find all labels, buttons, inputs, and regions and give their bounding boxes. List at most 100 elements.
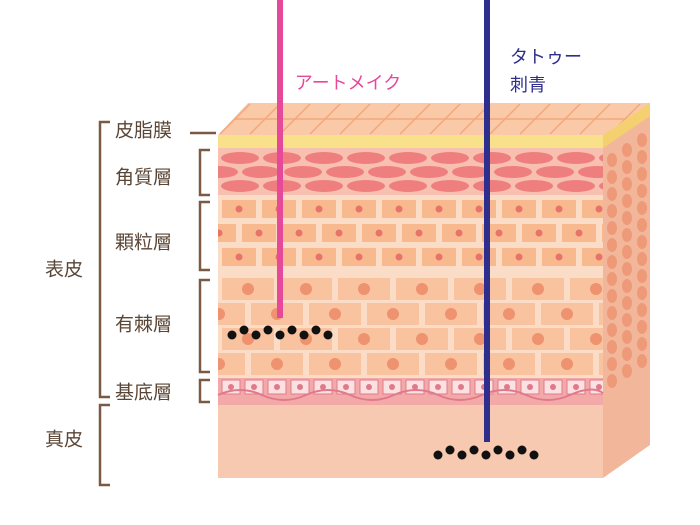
spinous-cell bbox=[599, 353, 603, 375]
pigment-dot bbox=[311, 325, 321, 335]
block bbox=[179, 103, 700, 478]
nucleus bbox=[300, 283, 312, 295]
nucleus bbox=[295, 229, 303, 237]
tattoo-label: タトゥー bbox=[510, 47, 582, 68]
corneum-cell bbox=[389, 180, 427, 192]
corneum-cell bbox=[179, 180, 217, 192]
nucleus bbox=[329, 308, 341, 320]
basal-membrane bbox=[217, 388, 604, 401]
side-cell bbox=[637, 269, 647, 283]
spinous-cell bbox=[218, 303, 245, 325]
nucleus bbox=[335, 229, 343, 237]
nucleus bbox=[677, 308, 689, 320]
side-cell bbox=[607, 255, 617, 269]
nucleus bbox=[573, 384, 579, 390]
granular-cells bbox=[218, 200, 663, 266]
nucleus bbox=[235, 253, 243, 261]
nucleus bbox=[527, 384, 533, 390]
nucleus bbox=[595, 253, 603, 261]
corneum-cell bbox=[473, 152, 511, 164]
corneum-cell bbox=[599, 154, 603, 162]
corneum-cell bbox=[305, 180, 343, 192]
nucleus bbox=[515, 253, 523, 261]
nucleus bbox=[503, 358, 515, 370]
side-cell bbox=[607, 374, 617, 388]
nucleus bbox=[387, 358, 399, 370]
corneum-cell bbox=[536, 166, 574, 178]
nucleus bbox=[656, 230, 663, 237]
brackets bbox=[98, 120, 216, 487]
corneum-cell bbox=[221, 180, 259, 192]
nucleus bbox=[355, 253, 363, 261]
nucleus bbox=[184, 283, 196, 295]
corneum-cell bbox=[431, 152, 469, 164]
pigment-dot bbox=[287, 325, 297, 335]
nucleus bbox=[271, 358, 283, 370]
corneum-cell bbox=[578, 166, 603, 178]
side-cell bbox=[637, 167, 647, 181]
side-cell bbox=[607, 306, 617, 320]
side-cell bbox=[622, 211, 632, 225]
nucleus bbox=[218, 308, 225, 320]
side-cell bbox=[637, 252, 647, 266]
side-cell bbox=[622, 262, 632, 276]
layer-label: 有棘層 bbox=[115, 314, 172, 336]
nucleus bbox=[255, 229, 263, 237]
side-cell bbox=[637, 354, 647, 368]
corneum-cell bbox=[410, 166, 448, 178]
corneum-cell bbox=[515, 180, 553, 192]
nucleus bbox=[435, 253, 443, 261]
nucleus bbox=[355, 205, 363, 213]
corneum-cell bbox=[515, 152, 553, 164]
nucleus bbox=[435, 384, 441, 390]
pigment-dot bbox=[433, 450, 443, 460]
nucleus bbox=[228, 384, 234, 390]
pigment-dot bbox=[481, 450, 491, 460]
group-label: 真皮 bbox=[45, 429, 83, 451]
granular-cell bbox=[218, 224, 236, 242]
corneum-cell bbox=[494, 166, 532, 178]
nucleus bbox=[274, 384, 280, 390]
side-cell bbox=[622, 177, 632, 191]
pigment-dot bbox=[251, 330, 261, 340]
corneum-cells bbox=[179, 152, 603, 192]
pigment-dot bbox=[457, 450, 467, 460]
pigment-dot bbox=[505, 450, 515, 460]
nucleus bbox=[358, 333, 370, 345]
pigment-dot bbox=[445, 445, 455, 455]
layer-label: 基底層 bbox=[115, 382, 172, 404]
nucleus bbox=[535, 229, 543, 237]
nucleus bbox=[677, 358, 689, 370]
nucleus bbox=[590, 333, 602, 345]
side-cell bbox=[622, 330, 632, 344]
pigment bbox=[227, 325, 539, 460]
dermis-layer bbox=[218, 405, 603, 478]
side-cell bbox=[637, 218, 647, 232]
nucleus bbox=[595, 205, 603, 213]
side-cell bbox=[622, 194, 632, 208]
side-cell bbox=[637, 303, 647, 317]
nucleus bbox=[387, 308, 399, 320]
nucleus bbox=[445, 308, 457, 320]
side-cell bbox=[607, 170, 617, 184]
nucleus bbox=[366, 384, 372, 390]
nucleus bbox=[532, 283, 544, 295]
side-cell bbox=[622, 347, 632, 361]
nucleus bbox=[329, 358, 341, 370]
side-cell bbox=[607, 289, 617, 303]
spinous-cell bbox=[657, 353, 700, 375]
nucleus bbox=[242, 283, 254, 295]
corneum-cell bbox=[326, 166, 364, 178]
pigment-dot bbox=[239, 325, 249, 335]
nucleus bbox=[596, 384, 602, 390]
nucleus bbox=[315, 205, 323, 213]
corneum-cell bbox=[218, 166, 238, 178]
nucleus bbox=[415, 229, 423, 237]
nucleus bbox=[412, 384, 418, 390]
nucleus bbox=[575, 229, 583, 237]
basal-cells bbox=[221, 379, 603, 395]
side-cell bbox=[622, 143, 632, 157]
side-cell bbox=[622, 313, 632, 327]
art-makeup-label: アートメイク bbox=[295, 73, 402, 94]
